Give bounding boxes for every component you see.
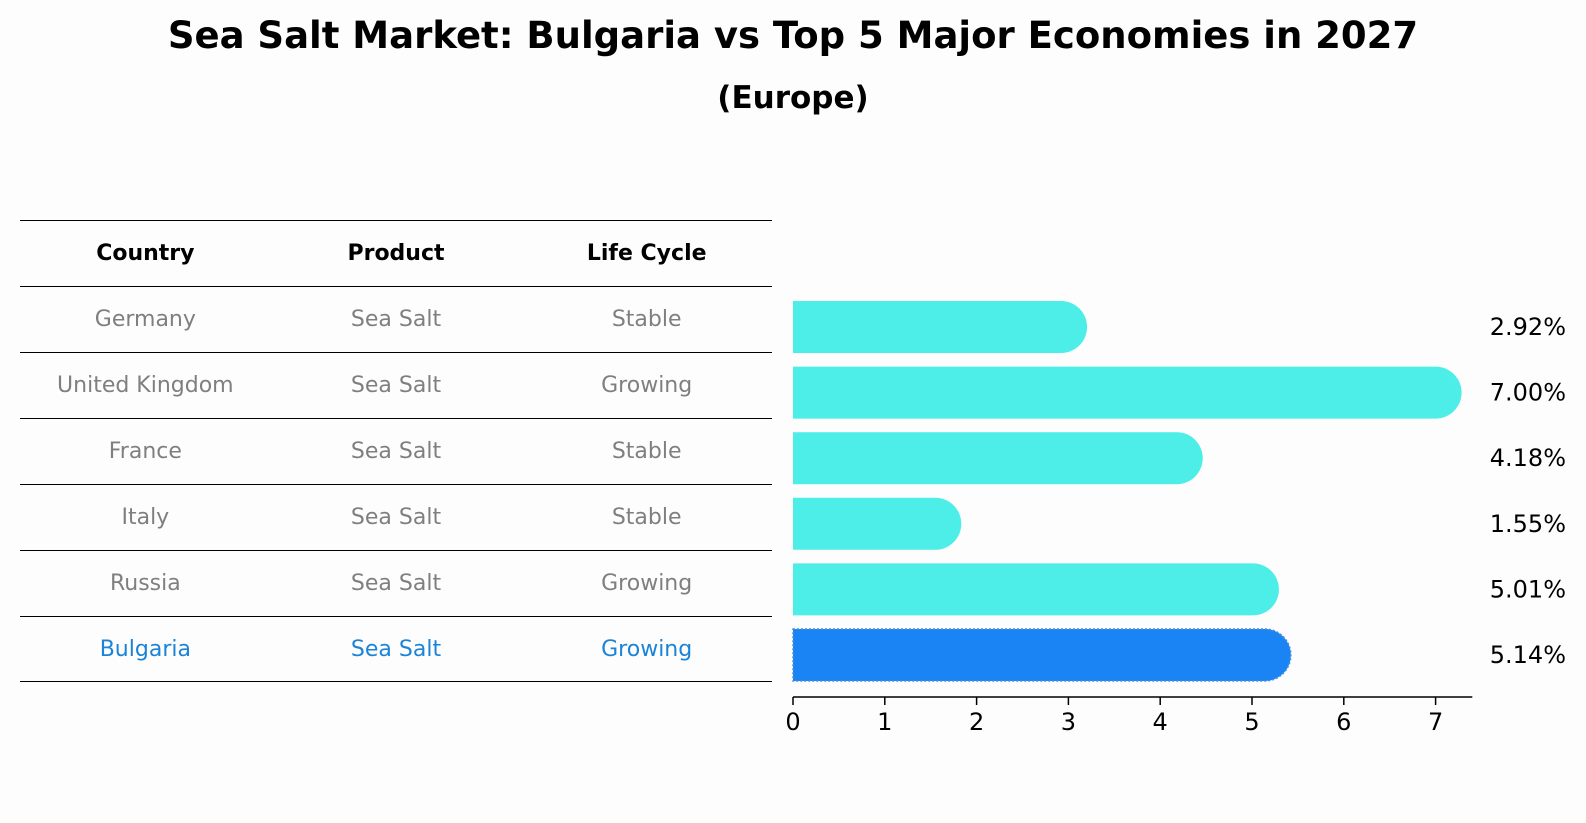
bar-germany	[793, 301, 1088, 353]
x-tick-label: 4	[1153, 708, 1168, 736]
bar-italy	[793, 497, 962, 550]
column-header-country: Country	[96, 241, 195, 266]
product-cell: Sea Salt	[350, 307, 442, 332]
table-header-row: Country Product Life Cycle	[20, 220, 772, 286]
bar-value-label: 5.01%	[1490, 575, 1566, 603]
product-cell: Sea Salt	[350, 439, 442, 464]
bar-united-kingdom	[793, 366, 1462, 419]
x-tick-label: 7	[1428, 708, 1443, 736]
x-tick-label: 5	[1244, 708, 1259, 736]
table-row: Italy Sea Salt Stable	[20, 484, 772, 550]
product-cell: Sea Salt	[350, 571, 442, 596]
bar-value-label: 4.18%	[1490, 444, 1566, 472]
life-cycle-cell: Growing	[601, 373, 693, 398]
life-cycle-cell: Stable	[611, 505, 682, 530]
country-cell: Russia	[109, 571, 181, 596]
bar-bulgaria	[792, 628, 1292, 682]
bar-value-label: 1.55%	[1490, 510, 1566, 538]
column-header-product: Product	[347, 241, 445, 266]
bar-value-label: 2.92%	[1490, 313, 1566, 341]
product-cell: Sea Salt	[350, 636, 442, 662]
bar-russia	[793, 563, 1279, 616]
life-cycle-cell: Stable	[611, 307, 682, 332]
table-row: United Kingdom Sea Salt Growing	[20, 352, 772, 418]
x-tick-label: 1	[877, 708, 892, 736]
life-cycle-cell: Stable	[611, 439, 682, 464]
x-tick-label: 6	[1336, 708, 1351, 736]
product-cell: Sea Salt	[350, 505, 442, 530]
chart-subtitle: (Europe)	[717, 80, 869, 116]
table-row: Germany Sea Salt Stable	[20, 286, 772, 352]
country-cell: France	[108, 439, 182, 464]
bar-value-label: 7.00%	[1490, 379, 1566, 407]
table-row: Russia Sea Salt Growing	[20, 550, 772, 616]
x-tick-label: 3	[1061, 708, 1076, 736]
table-row-highlight: Bulgaria Sea Salt Growing	[20, 616, 772, 682]
data-table: Country Product Life Cycle Germany Sea S…	[20, 220, 772, 682]
product-cell: Sea Salt	[350, 373, 442, 398]
x-tick-label: 2	[969, 708, 984, 736]
x-tick-label: 0	[785, 708, 800, 736]
table-row: France Sea Salt Stable	[20, 418, 772, 484]
bar-france	[793, 432, 1203, 485]
life-cycle-cell: Growing	[601, 571, 693, 596]
chart-title: Sea Salt Market: Bulgaria vs Top 5 Major…	[167, 14, 1419, 57]
life-cycle-cell: Growing	[601, 636, 693, 662]
country-cell: Italy	[121, 505, 170, 530]
column-header-life-cycle: Life Cycle	[586, 241, 707, 266]
bar-value-label: 5.14%	[1490, 641, 1566, 669]
country-cell: Germany	[94, 307, 196, 332]
country-cell: Bulgaria	[99, 636, 191, 662]
country-cell: United Kingdom	[57, 373, 234, 398]
